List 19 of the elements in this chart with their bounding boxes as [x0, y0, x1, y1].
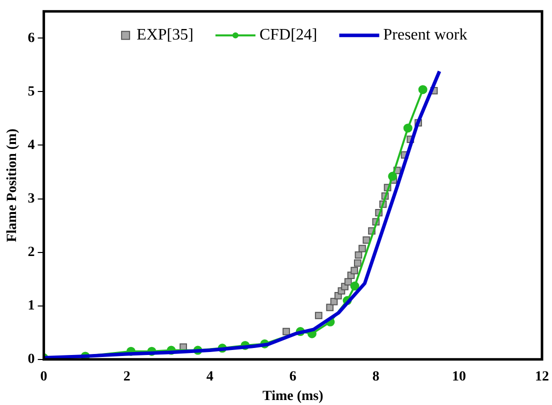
- y-axis-title: Flame Position (m): [5, 128, 20, 242]
- x-tick-label: 10: [452, 369, 466, 384]
- x-tick-label: 2: [123, 369, 130, 384]
- y-tick-label: 6: [28, 30, 35, 46]
- x-tick-label: 0: [40, 369, 48, 384]
- x-tick-label: 4: [206, 369, 214, 384]
- x-tick-label: 8: [372, 369, 380, 384]
- y-tick-label: 5: [28, 84, 35, 100]
- legend-label: EXP[35]: [136, 26, 194, 44]
- x-axis-title: Time (ms): [262, 389, 324, 404]
- x-tick-label: 6: [289, 369, 296, 384]
- legend-label: CFD[24]: [259, 26, 318, 44]
- y-tick-label: 4: [28, 138, 35, 153]
- legend-label: Present work: [383, 26, 468, 44]
- x-tick-label: 12: [535, 369, 549, 384]
- y-tick-label: 2: [28, 244, 35, 260]
- y-tick-label: 3: [28, 191, 35, 206]
- y-tick-label: 0: [28, 352, 35, 368]
- y-tick-label: 1: [28, 298, 35, 314]
